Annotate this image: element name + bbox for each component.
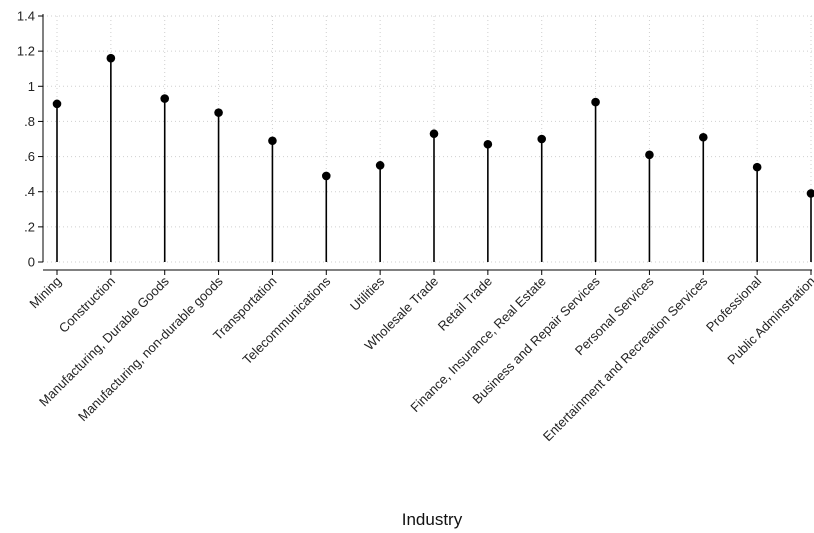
- y-tick-label: .4: [24, 184, 35, 199]
- lollipop-marker: [591, 97, 600, 107]
- y-tick-label: .2: [24, 219, 35, 234]
- lollipop-marker: [214, 108, 223, 117]
- x-axis-title: Industry: [402, 510, 463, 529]
- y-tick-label: .8: [24, 114, 35, 129]
- lollipop-marker: [645, 150, 654, 160]
- lollipop-marker: [806, 189, 814, 198]
- category-label: Utilities: [347, 273, 388, 314]
- lollipop-marker: [106, 53, 116, 63]
- category-label: Public Adminstration: [724, 274, 814, 368]
- category-label: Mining: [26, 274, 64, 312]
- y-tick-label: 1.4: [17, 9, 35, 24]
- lollipop-marker: [160, 94, 170, 103]
- grid-layer: [43, 15, 812, 263]
- lollipop-marker: [483, 139, 493, 149]
- lollipop-marker: [375, 161, 385, 170]
- lollipop-marker: [429, 129, 439, 139]
- y-tick-layer: 0 .2 .4 .6 .8 1 1.2 1.4: [17, 9, 43, 270]
- x-tick-layer: [56, 270, 812, 275]
- lollipop-marker: [321, 171, 331, 181]
- y-tick-label: 1.2: [17, 44, 35, 59]
- lollipop-marker: [268, 136, 277, 146]
- y-tick-label: .6: [24, 149, 35, 164]
- category-label: Telecommunications: [240, 273, 334, 367]
- axis-layer: [42, 14, 812, 271]
- y-tick-label: 1: [28, 79, 35, 94]
- lollipop-marker: [52, 99, 62, 109]
- lollipop-marker: [537, 134, 547, 144]
- y-tick-label: 0: [28, 255, 35, 270]
- lollipop-marker: [752, 162, 762, 172]
- lollipop-marker: [698, 132, 708, 142]
- stem-layer: [52, 53, 814, 262]
